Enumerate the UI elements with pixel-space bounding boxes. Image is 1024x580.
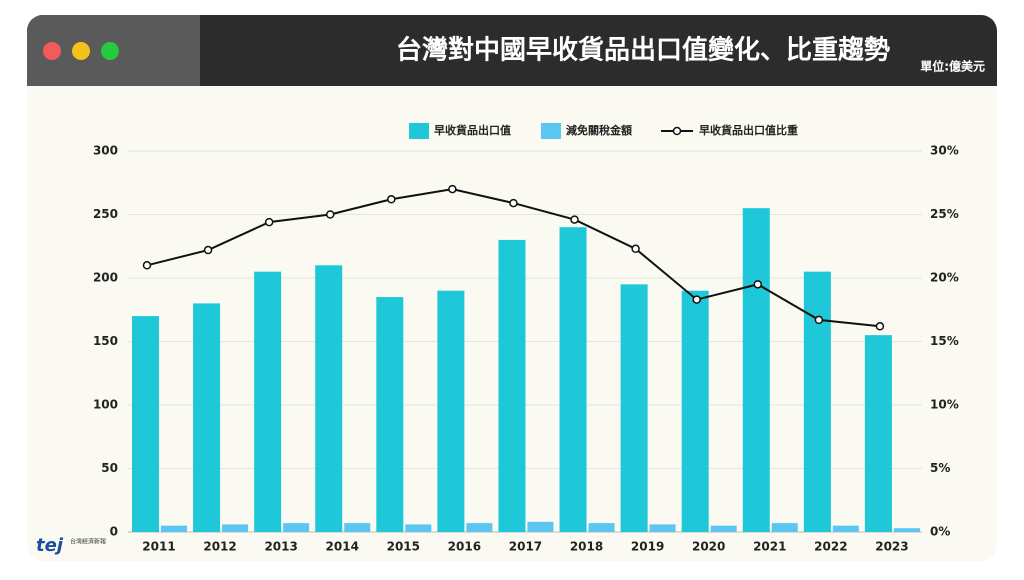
maximize-dot[interactable] <box>101 42 119 60</box>
bar <box>742 208 770 532</box>
legend-marker <box>672 126 682 136</box>
legend-label: 減免關稅金額 <box>566 123 632 137</box>
line-marker <box>570 215 579 224</box>
bar <box>681 290 709 532</box>
bar <box>283 523 310 532</box>
y-tick-label: 250 <box>93 207 118 221</box>
line-marker <box>142 261 152 270</box>
bar <box>559 227 587 532</box>
bar <box>498 239 526 532</box>
y-tick-label: 300 <box>93 144 118 158</box>
bar <box>771 523 798 532</box>
line-marker <box>448 184 457 194</box>
bar <box>405 524 432 532</box>
bar <box>315 265 343 532</box>
y2-tick-label: 30% <box>930 144 959 158</box>
bar <box>376 297 404 532</box>
x-tick-label: 2021 <box>753 540 786 554</box>
x-tick-label: 2020 <box>692 540 725 554</box>
legend-label: 早收貨品出口值比重 <box>699 123 798 137</box>
bar <box>527 521 554 532</box>
line-marker <box>264 217 274 227</box>
bar <box>437 290 465 532</box>
bar <box>254 271 282 532</box>
chart-title: 台灣對中國早收貨品出口值變化、比重趨勢 <box>396 35 890 66</box>
y2-tick-label: 5% <box>930 461 950 475</box>
line-marker <box>325 210 335 219</box>
bar <box>222 524 249 532</box>
x-tick-label: 2019 <box>631 540 664 554</box>
bar <box>832 525 859 532</box>
y-tick-label: 200 <box>93 271 118 285</box>
x-tick-label: 2018 <box>570 540 603 554</box>
bar <box>803 271 831 532</box>
bar <box>344 523 371 532</box>
x-tick-label: 2022 <box>814 540 847 554</box>
x-tick-label: 2016 <box>448 540 481 554</box>
title-bar <box>27 15 997 86</box>
line-marker <box>509 198 518 208</box>
x-tick-label: 2013 <box>264 540 297 554</box>
bar <box>193 303 221 532</box>
bar <box>466 523 493 532</box>
bar <box>620 284 648 532</box>
bar <box>132 316 159 532</box>
line-marker <box>387 195 396 204</box>
x-tick-label: 2011 <box>142 540 175 554</box>
x-tick-label: 2023 <box>875 540 908 554</box>
source: 台灣經濟新報 <box>70 538 106 546</box>
legend-swatch <box>409 123 429 139</box>
tab <box>200 16 240 86</box>
y-tick-label: 150 <box>93 334 118 348</box>
bar <box>893 528 920 532</box>
line-marker <box>753 280 763 289</box>
x-tick-label: 2014 <box>326 540 359 554</box>
bar <box>649 524 676 532</box>
line-marker <box>631 244 640 254</box>
bar <box>588 523 615 532</box>
y2-tick-label: 15% <box>930 334 959 348</box>
bar <box>161 525 187 532</box>
line-marker <box>875 322 885 331</box>
y2-tick-label: 20% <box>930 271 959 285</box>
unit-label: 單位:億美元 <box>920 59 985 74</box>
line-marker <box>692 295 701 304</box>
line-marker <box>814 315 824 325</box>
bar <box>710 525 737 532</box>
bar <box>864 335 892 532</box>
legend-swatch <box>541 123 561 139</box>
y2-tick-label: 10% <box>930 398 959 412</box>
line-marker <box>203 245 213 255</box>
minimize-dot[interactable] <box>72 42 90 60</box>
y-tick-label: 50 <box>101 461 118 475</box>
legend-label: 早收貨品出口值 <box>434 123 511 137</box>
y2-tick-label: 0% <box>930 525 950 539</box>
y2-tick-label: 25% <box>930 207 959 221</box>
logo: tej <box>36 535 64 556</box>
x-tick-label: 2012 <box>203 540 236 554</box>
x-tick-label: 2017 <box>509 540 542 554</box>
y-tick-label: 100 <box>93 398 118 412</box>
close-dot[interactable] <box>43 42 61 60</box>
y-tick-label: 0 <box>110 525 118 539</box>
x-tick-label: 2015 <box>387 540 420 554</box>
